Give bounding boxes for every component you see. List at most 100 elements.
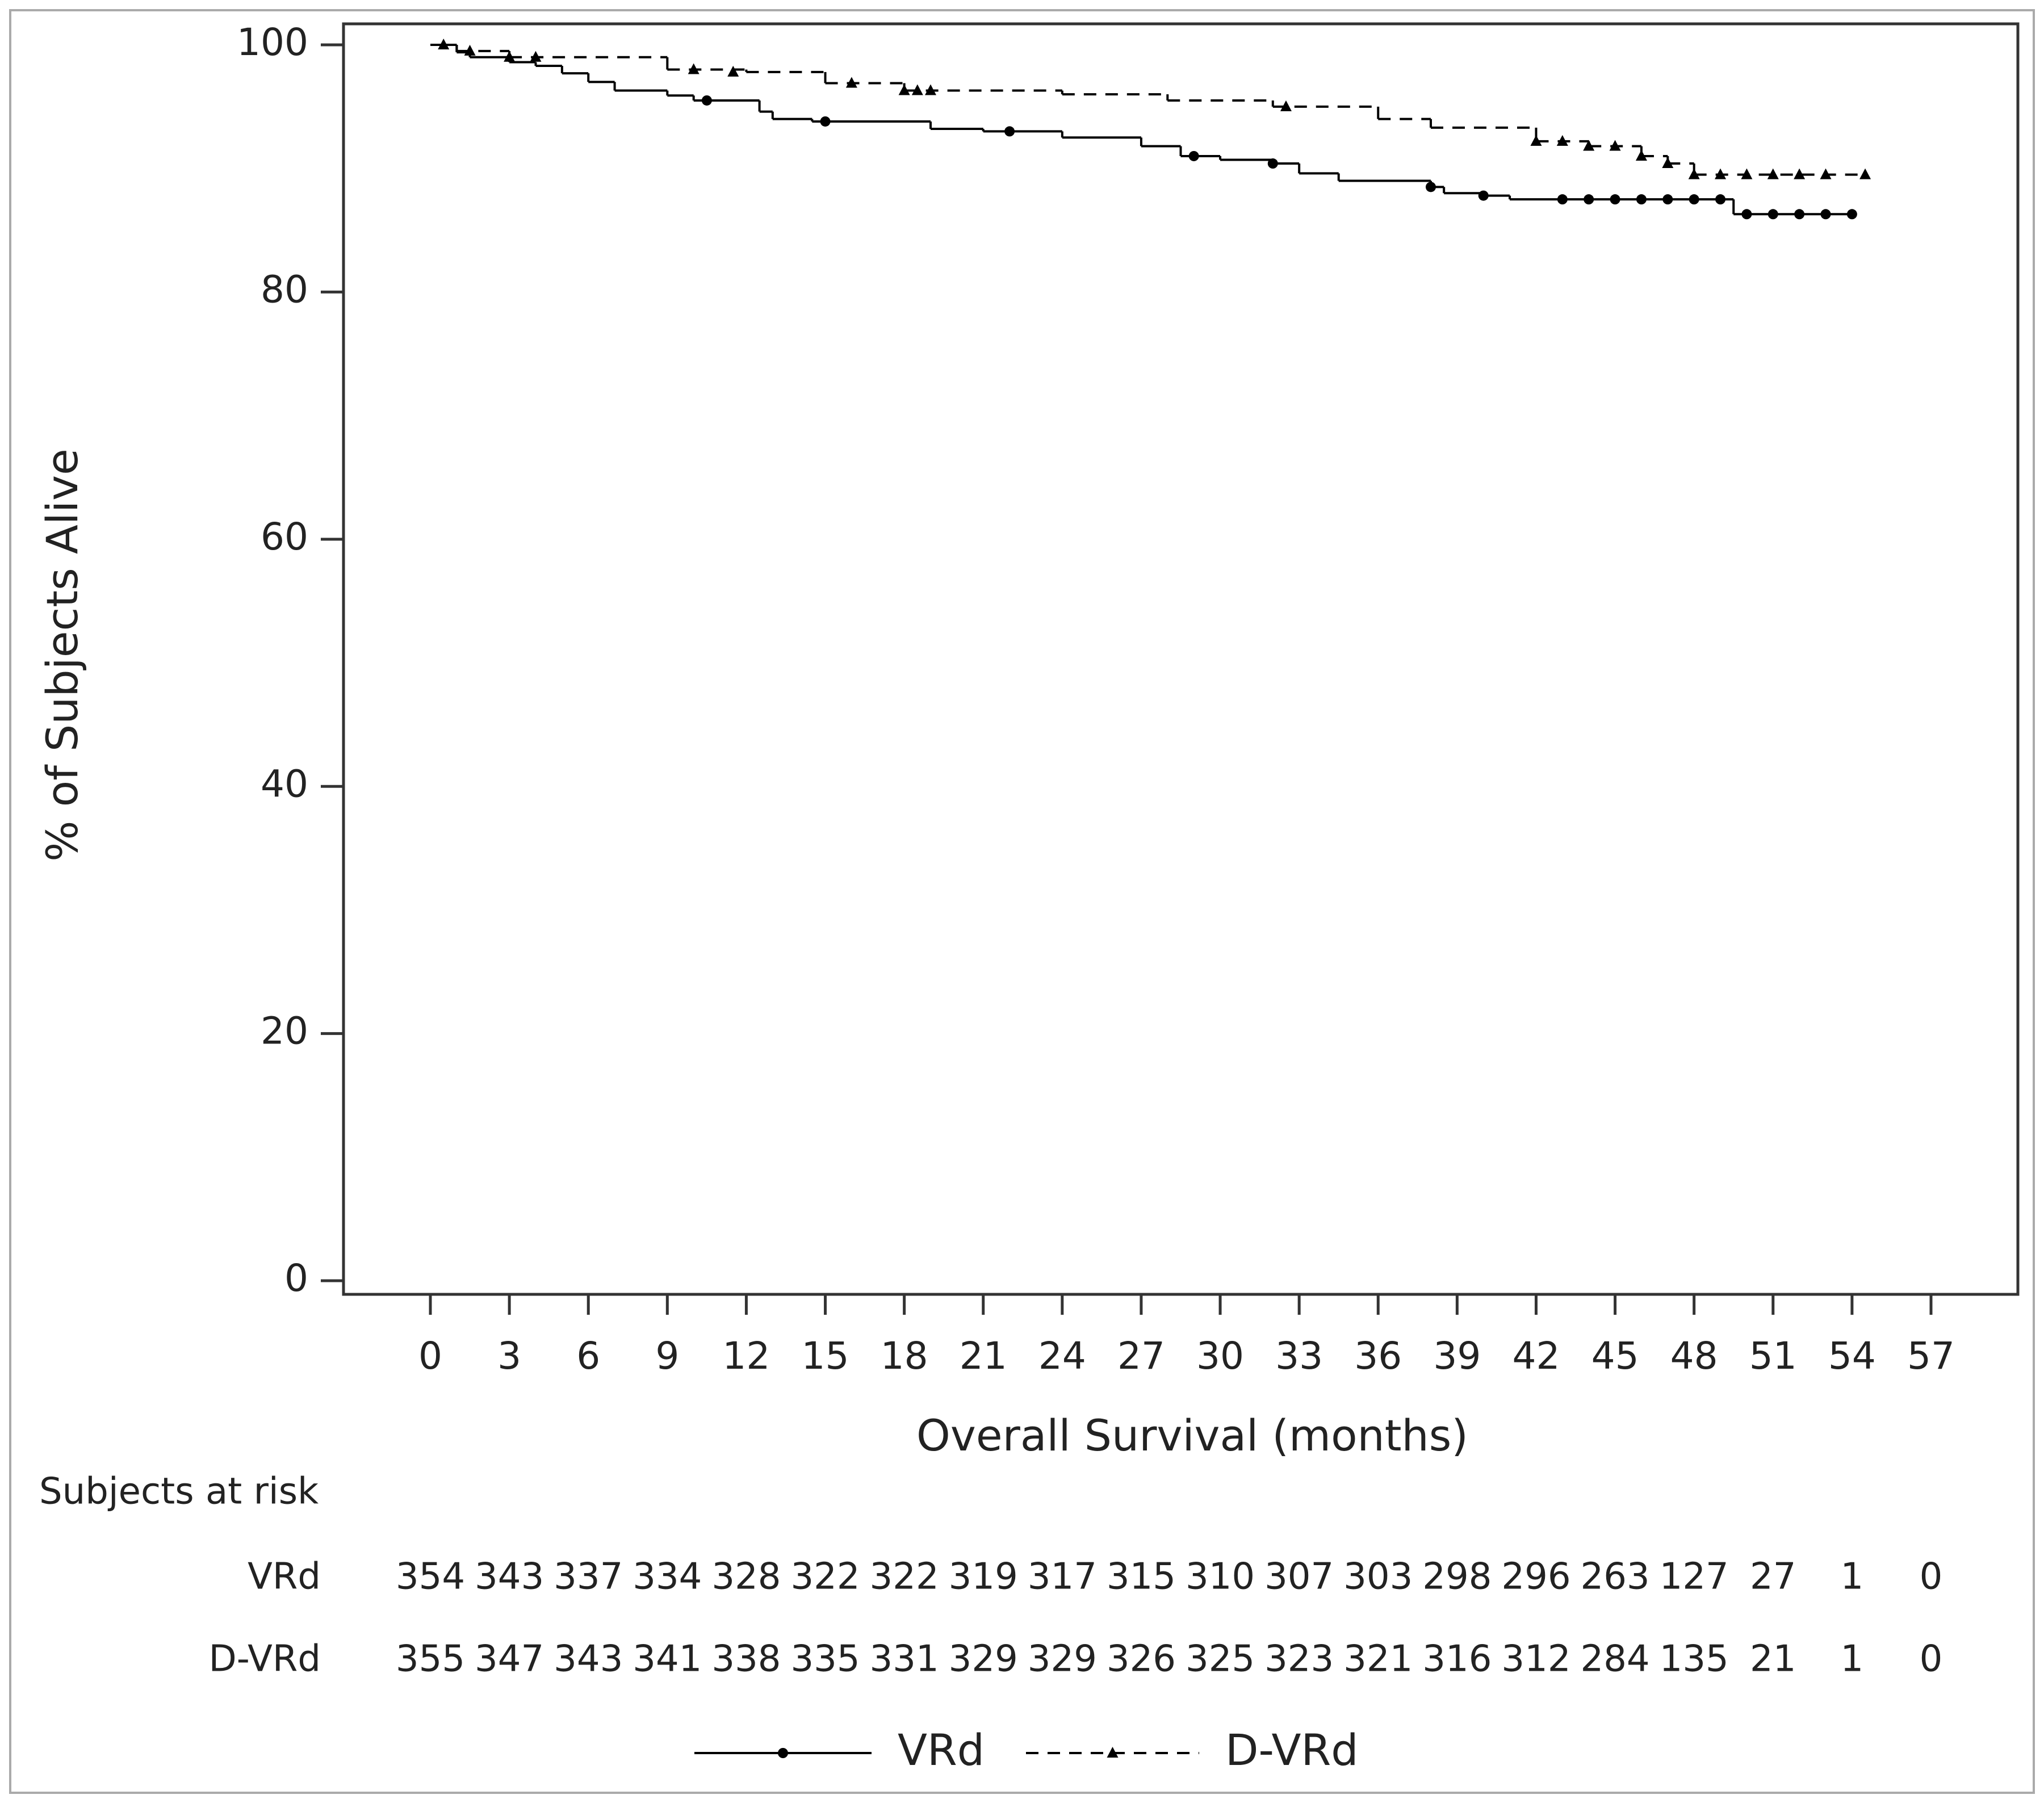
y-tick-label: 40	[261, 762, 308, 806]
risk-count: 343	[554, 1638, 623, 1680]
risk-count: 0	[1920, 1556, 1943, 1598]
risk-count: 135	[1660, 1638, 1729, 1680]
x-tick-label: 57	[1907, 1334, 1955, 1378]
risk-count: 343	[475, 1556, 544, 1598]
risk-count: 316	[1422, 1638, 1492, 1680]
censor-mark	[1636, 194, 1647, 205]
risk-count: 21	[1750, 1638, 1796, 1680]
y-tick-label: 100	[237, 20, 308, 64]
risk-count: 341	[633, 1638, 702, 1680]
risk-count: 315	[1107, 1556, 1176, 1598]
censor-mark	[1583, 140, 1595, 151]
censor-mark	[1004, 126, 1015, 137]
risk-count: 331	[870, 1638, 939, 1680]
risk-count: 329	[949, 1638, 1018, 1680]
censor-mark	[1741, 168, 1753, 179]
risk-count: 27	[1750, 1556, 1796, 1598]
censor-mark	[1846, 209, 1857, 220]
x-tick-label: 9	[655, 1334, 679, 1378]
censor-mark	[1267, 158, 1278, 169]
x-tick-label: 15	[802, 1334, 849, 1378]
outer-border	[9, 9, 2035, 1794]
censor-mark	[820, 116, 831, 127]
x-tick-label: 39	[1433, 1334, 1481, 1378]
risk-count: 321	[1343, 1638, 1413, 1680]
y-axis-title: % of Subjects Alive	[37, 448, 87, 862]
risk-count: 334	[633, 1556, 702, 1598]
risk-count: 310	[1186, 1556, 1255, 1598]
risk-count: 322	[870, 1556, 939, 1598]
x-tick-label: 33	[1275, 1334, 1323, 1378]
x-axis-title: Overall Survival (months)	[916, 1410, 1468, 1461]
risk-count: 355	[396, 1638, 465, 1680]
censor-mark	[1662, 194, 1673, 205]
censor-mark	[1609, 140, 1621, 151]
censor-mark	[1741, 209, 1752, 220]
x-tick-label: 12	[722, 1334, 770, 1378]
x-tick-label: 45	[1591, 1334, 1639, 1378]
censor-mark	[1188, 150, 1199, 161]
risk-count: 263	[1580, 1556, 1649, 1598]
y-tick-label: 80	[261, 267, 308, 311]
censor-mark	[925, 84, 937, 95]
risk-count: 322	[790, 1556, 860, 1598]
censor-mark	[1635, 149, 1647, 161]
censor-mark	[1859, 168, 1871, 179]
x-tick-label: 27	[1117, 1334, 1165, 1378]
risk-count: 329	[1028, 1638, 1097, 1680]
risk-row-label: VRd	[248, 1556, 321, 1598]
censor-mark	[701, 95, 712, 106]
censor-mark	[1767, 168, 1779, 179]
x-tick-label: 30	[1196, 1334, 1244, 1378]
risk-count: 347	[475, 1638, 544, 1680]
risk-count: 303	[1343, 1556, 1413, 1598]
censor-mark	[911, 84, 923, 95]
legend-marker	[778, 1748, 788, 1758]
x-tick-label: 21	[960, 1334, 1007, 1378]
censor-mark	[1530, 135, 1542, 146]
risk-table-title: Subjects at risk	[39, 1471, 319, 1513]
risk-count: 319	[949, 1556, 1018, 1598]
censor-mark	[1715, 194, 1726, 205]
legend-label: D-VRd	[1225, 1725, 1359, 1775]
risk-count: 354	[396, 1556, 465, 1598]
legend-label: VRd	[898, 1725, 985, 1775]
censor-mark	[1767, 209, 1778, 220]
risk-count: 317	[1028, 1556, 1097, 1598]
risk-row-label: D-VRd	[209, 1638, 321, 1680]
censor-mark	[530, 51, 542, 62]
censor-mark	[1715, 168, 1727, 179]
x-tick-label: 18	[881, 1334, 928, 1378]
censor-mark	[1478, 190, 1489, 201]
x-tick-label: 54	[1828, 1334, 1876, 1378]
risk-count: 1	[1841, 1638, 1864, 1680]
censor-mark	[1689, 194, 1699, 205]
y-tick-label: 60	[261, 515, 308, 559]
censor-mark	[504, 51, 516, 62]
censor-mark	[1794, 168, 1806, 179]
risk-count: 0	[1920, 1638, 1943, 1680]
risk-count: 328	[711, 1556, 781, 1598]
risk-count: 326	[1107, 1638, 1176, 1680]
x-tick-label: 6	[576, 1334, 600, 1378]
censor-mark	[727, 65, 739, 77]
x-tick-label: 48	[1670, 1334, 1718, 1378]
legend-marker	[1107, 1747, 1119, 1758]
censor-mark	[1280, 100, 1292, 111]
censor-mark	[1557, 194, 1568, 205]
risk-count: 323	[1264, 1638, 1334, 1680]
y-tick-label: 20	[261, 1009, 308, 1053]
censor-mark	[845, 77, 857, 88]
risk-count: 1	[1841, 1556, 1864, 1598]
censor-mark	[1584, 194, 1594, 205]
censor-mark	[1610, 194, 1620, 205]
censor-mark	[1794, 209, 1805, 220]
y-tick-label: 0	[284, 1256, 308, 1300]
x-tick-label: 3	[497, 1334, 521, 1378]
censor-mark	[1820, 209, 1831, 220]
censor-mark	[438, 39, 450, 50]
risk-count: 312	[1501, 1638, 1570, 1680]
x-tick-label: 36	[1354, 1334, 1402, 1378]
censor-mark	[688, 63, 700, 74]
